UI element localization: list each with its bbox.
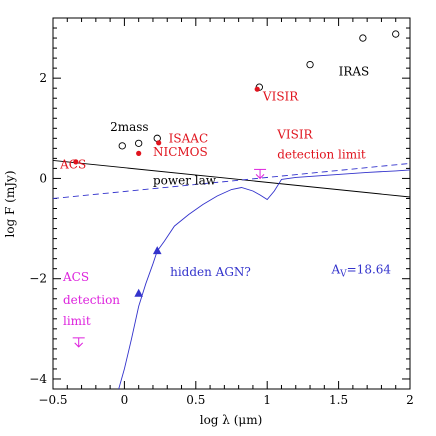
annotation-label: ACS	[59, 157, 86, 171]
x-tick-label: 0	[121, 393, 129, 407]
filled-circle-point	[254, 86, 260, 92]
axis-ticks	[52, 17, 411, 390]
open-circle-point	[392, 30, 400, 38]
x-axis-title: log λ (μm)	[200, 413, 263, 427]
y-tick-labels: −4 −2 0 2	[29, 71, 47, 386]
plot-frame	[52, 17, 411, 390]
x-tick-label: −0.5	[38, 393, 67, 407]
annotation-label: NICMOS	[153, 145, 208, 159]
triangle-point	[152, 246, 162, 255]
x-tick-label: 0.5	[186, 393, 205, 407]
upper-limit-arrow	[74, 342, 84, 348]
x-tick-labels: −0.5 0 0.5 1 1.5 2	[38, 393, 413, 407]
y-tick-label: −4	[29, 372, 47, 386]
annotation-label: IRAS	[339, 65, 370, 79]
av-sub: V	[339, 270, 347, 280]
annotation-label: detection limit	[277, 147, 366, 161]
annotation-label: ISAAC	[169, 131, 208, 145]
upper-limit-arrow	[255, 174, 265, 180]
y-axis-title: log F (mJy)	[3, 170, 17, 237]
annotation-label: hidden AGN?	[170, 265, 251, 279]
x-tick-label: 1	[263, 393, 271, 407]
annotation-label: 2mass	[110, 120, 148, 134]
curve-lines	[53, 159, 410, 389]
annotation-label: VISIR	[262, 90, 299, 104]
upper-limit-point	[254, 168, 267, 180]
y-tick-label: 0	[39, 171, 47, 185]
filled-circle-point	[73, 159, 79, 165]
series-line-2	[118, 169, 410, 389]
x-tick-label: 2	[406, 393, 414, 407]
data-markers	[72, 30, 400, 348]
y-tick-label: 2	[39, 71, 47, 85]
av-main: A	[330, 263, 340, 277]
av-rest: =18.64	[347, 263, 392, 277]
filled-circle-point	[156, 140, 162, 146]
av-label: AV=18.64	[330, 263, 391, 280]
annotation-label: VISIR	[276, 127, 313, 141]
annotation-label: power law	[153, 173, 217, 187]
open-circle-point	[135, 139, 143, 147]
open-circle-point	[118, 142, 126, 150]
annotation-label: limit	[63, 314, 91, 328]
annotation-label: detection	[63, 293, 120, 307]
open-circle-point	[306, 60, 314, 69]
upper-limit-point	[72, 337, 85, 348]
y-tick-label: −2	[29, 272, 47, 286]
open-circle-point	[359, 34, 367, 42]
x-tick-label: 1.5	[329, 393, 348, 407]
series-line-0	[53, 159, 410, 198]
series-line-1	[53, 162, 410, 199]
triangle-point	[134, 288, 143, 297]
filled-circle-point	[136, 150, 142, 156]
annotation-label: ACS	[62, 270, 89, 284]
